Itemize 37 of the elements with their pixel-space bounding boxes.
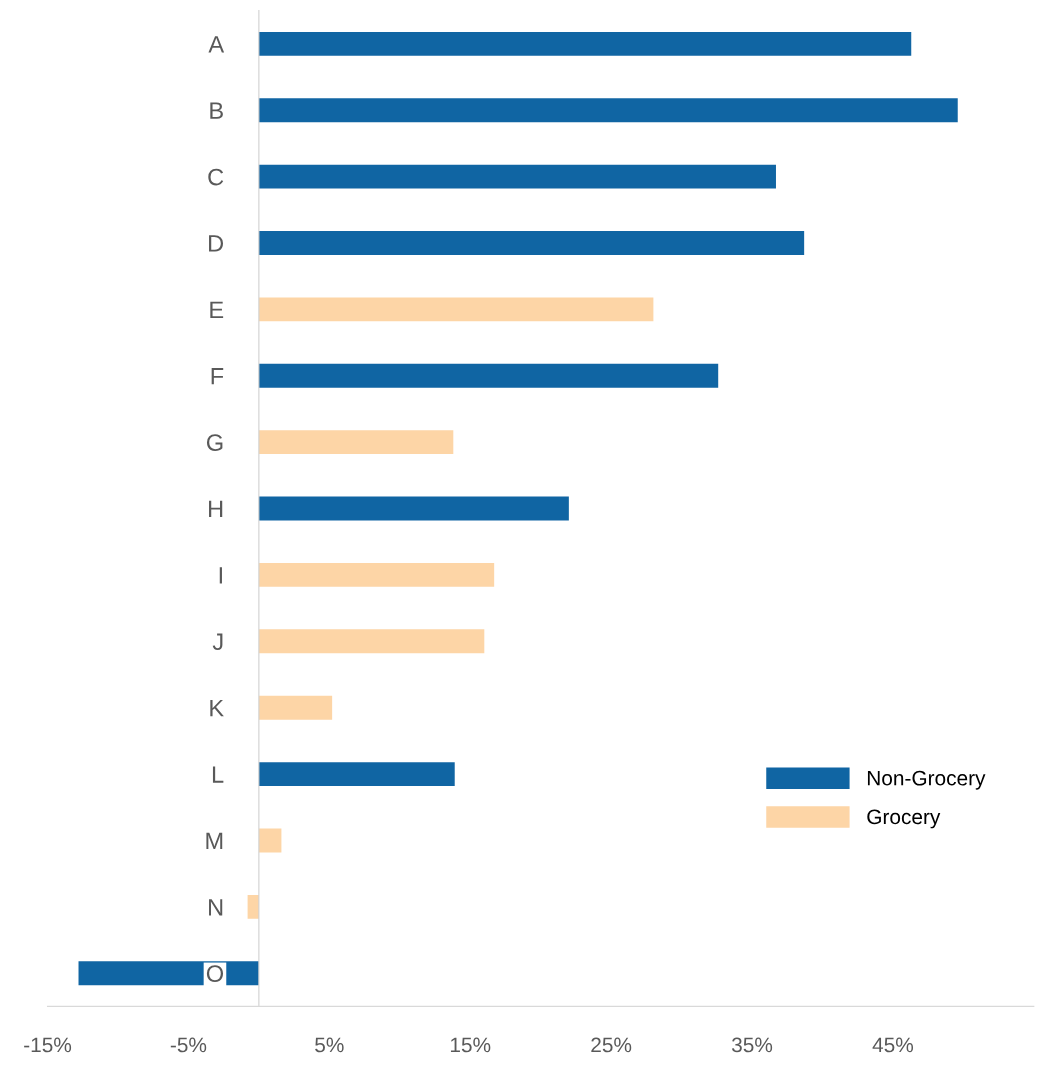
bar	[258, 363, 719, 388]
bar	[258, 562, 495, 587]
x-tick-label: 35%	[731, 1037, 773, 1053]
y-tick-label: F	[211, 368, 224, 385]
y-tick-label: E	[210, 301, 224, 318]
x-tick-label: -5%	[170, 1037, 207, 1053]
bar	[258, 695, 333, 720]
bar	[258, 496, 569, 521]
y-tick-label: H	[209, 500, 223, 518]
x-tick-label: 45%	[872, 1037, 914, 1053]
legend-label: Grocery	[867, 809, 941, 829]
y-tick-label: B	[210, 102, 223, 119]
bar	[258, 98, 958, 123]
bar	[258, 297, 654, 322]
bar	[258, 231, 805, 255]
y-tick-label: M	[206, 832, 223, 850]
x-tick-label: 5%	[315, 1037, 344, 1053]
y-tick-label: K	[210, 700, 224, 717]
x-tick-label: 25%	[591, 1037, 632, 1053]
bar	[258, 31, 912, 56]
y-tick-label: L	[212, 766, 224, 783]
y-tick-label: G	[206, 434, 223, 451]
y-tick-label: O	[206, 965, 224, 983]
y-tick-label: J	[212, 633, 223, 651]
bar	[258, 828, 282, 853]
legend-label: Non-Grocery	[867, 770, 986, 790]
x-tick-label: 15%	[450, 1037, 491, 1053]
bar	[258, 762, 455, 787]
bar	[258, 164, 776, 189]
y-tick-label: A	[208, 36, 225, 53]
bar	[258, 430, 454, 455]
y-tick-label: I	[219, 567, 222, 584]
y-tick-label: C	[208, 168, 224, 186]
y-tick-label: N	[209, 899, 223, 916]
x-tick-label: -15%	[24, 1037, 72, 1053]
y-tick-label: D	[209, 235, 224, 252]
bar	[258, 629, 485, 654]
